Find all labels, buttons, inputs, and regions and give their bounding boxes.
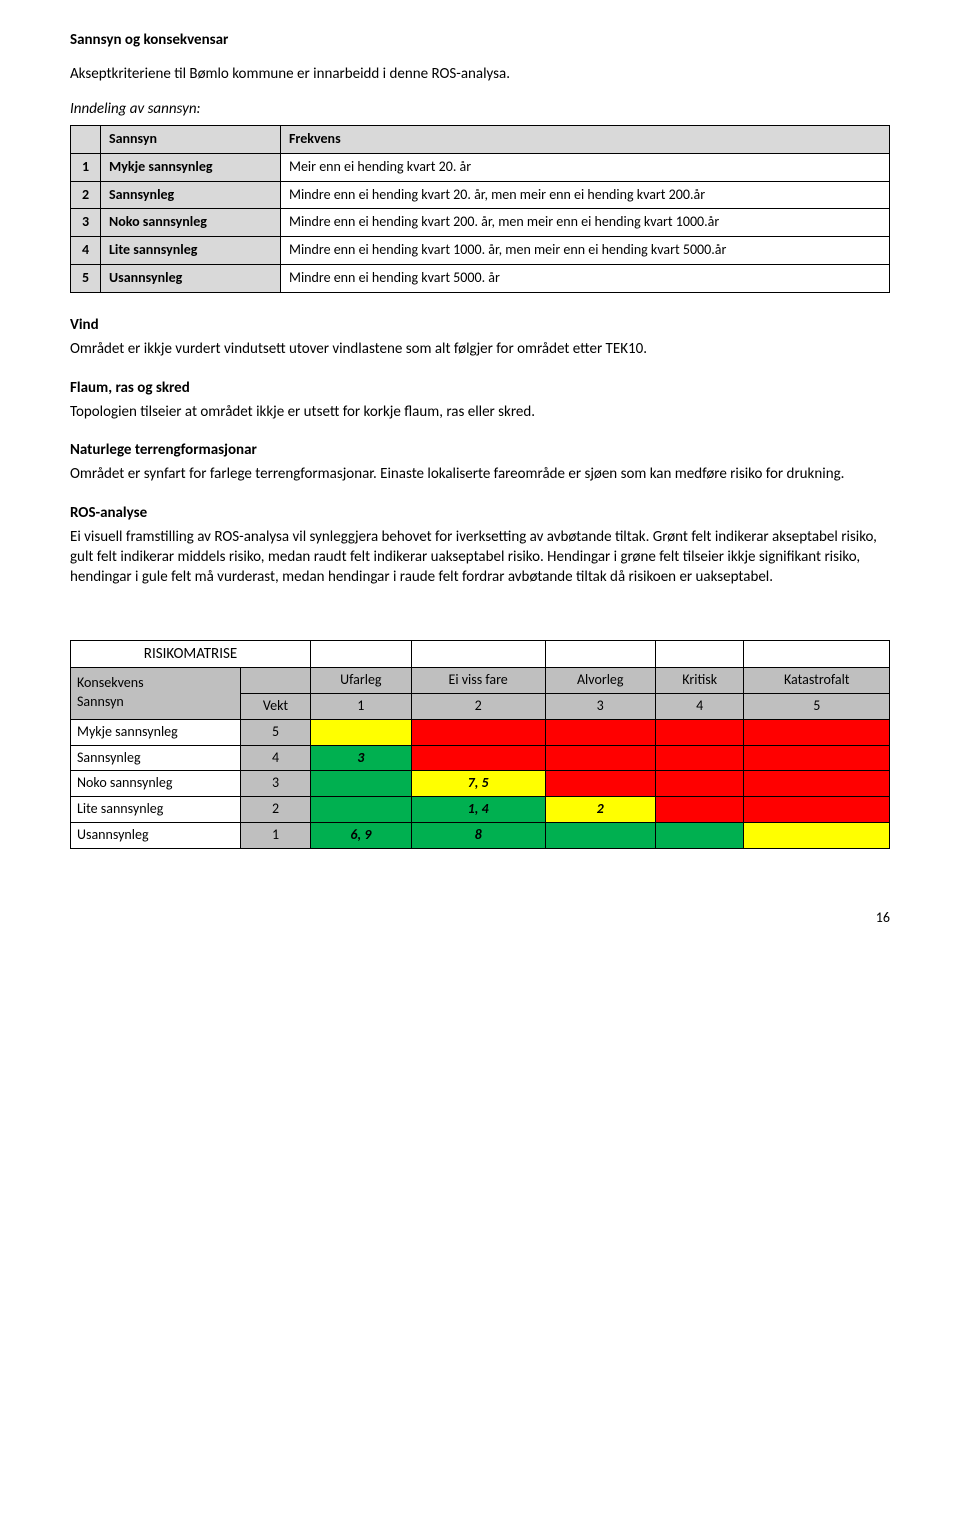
risk-title: RISIKOMATRISE xyxy=(144,645,237,663)
row-num: 5 xyxy=(71,265,101,293)
col-num: 1 xyxy=(311,693,412,719)
risk-cell xyxy=(545,719,655,745)
row-level: Noko sannsynleg xyxy=(101,209,281,237)
risk-cell: 1, 4 xyxy=(411,797,545,823)
risk-row-label: Usannsynleg xyxy=(71,823,241,849)
risk-cell xyxy=(545,771,655,797)
row-num: 1 xyxy=(71,153,101,181)
risk-row: Usannsynleg16, 98 xyxy=(71,823,890,849)
blank-cell xyxy=(241,667,311,693)
risk-row-label: Mykje sannsynleg xyxy=(71,719,241,745)
table-row: 2 Sannsynleg Mindre enn ei hending kvart… xyxy=(71,181,890,209)
risk-row-vekt: 4 xyxy=(241,745,311,771)
row-freq: Mindre enn ei hending kvart 20. år, men … xyxy=(281,181,890,209)
vind-title: Vind xyxy=(70,315,890,335)
sannsyn-label: Sannsyn xyxy=(77,693,124,710)
risk-cell xyxy=(411,719,545,745)
row-num: 4 xyxy=(71,237,101,265)
risk-cell xyxy=(311,797,412,823)
row-level: Mykje sannsynleg xyxy=(101,153,281,181)
table-row: 1 Mykje sannsynleg Meir enn ei hending k… xyxy=(71,153,890,181)
col-num: 5 xyxy=(744,693,890,719)
risk-cell xyxy=(744,771,890,797)
konsekvens-sannsyn-cell: Konsekvens Sannsyn xyxy=(71,667,241,719)
vind-body: Området er ikkje vurdert vindutsett utov… xyxy=(70,339,890,359)
risk-row-vekt: 5 xyxy=(241,719,311,745)
col-num: 3 xyxy=(545,693,655,719)
risk-cell xyxy=(655,823,744,849)
risk-cell xyxy=(655,771,744,797)
col-header: Alvorleg xyxy=(545,667,655,693)
konsekvens-label: Konsekvens xyxy=(77,674,144,691)
risk-cell xyxy=(744,745,890,771)
risk-row: Noko sannsynleg3 7, 5 xyxy=(71,771,890,797)
ros-title: ROS-analyse xyxy=(70,503,890,523)
table-row: 5 Usannsynleg Mindre enn ei hending kvar… xyxy=(71,265,890,293)
blank-cell xyxy=(545,640,655,667)
risk-cell: 3 xyxy=(311,745,412,771)
col-num: 2 xyxy=(411,693,545,719)
risk-cell xyxy=(655,797,744,823)
blank-cell xyxy=(311,640,412,667)
risk-cell xyxy=(744,823,890,849)
risk-cell xyxy=(744,719,890,745)
risk-cell xyxy=(744,797,890,823)
row-freq: Mindre enn ei hending kvart 200. år, men… xyxy=(281,209,890,237)
sannsyn-table: Sannsyn Frekvens 1 Mykje sannsynleg Meir… xyxy=(70,125,890,293)
col-header: Ufarleg xyxy=(311,667,412,693)
inndeling-label: Inndeling av sannsyn: xyxy=(70,99,890,119)
risk-cell xyxy=(655,745,744,771)
sannsyn-col-frekvens: Frekvens xyxy=(281,125,890,153)
risk-cell: 7, 5 xyxy=(411,771,545,797)
col-header: Katastrofalt xyxy=(744,667,890,693)
risk-row-vekt: 3 xyxy=(241,771,311,797)
risk-cell xyxy=(411,745,545,771)
blank-cell xyxy=(411,640,545,667)
row-num: 3 xyxy=(71,209,101,237)
risk-row: Lite sannsynleg21, 42 xyxy=(71,797,890,823)
risk-row-vekt: 2 xyxy=(241,797,311,823)
risk-row: Mykje sannsynleg5 xyxy=(71,719,890,745)
risk-row-label: Noko sannsynleg xyxy=(71,771,241,797)
flaum-body: Topologien tilseier at området ikkje er … xyxy=(70,402,890,422)
table-row: 4 Lite sannsynleg Mindre enn ei hending … xyxy=(71,237,890,265)
risk-cell: 2 xyxy=(545,797,655,823)
row-freq: Mindre enn ei hending kvart 5000. år xyxy=(281,265,890,293)
ros-body: Ei visuell framstilling av ROS-analysa v… xyxy=(70,527,890,588)
risk-cell xyxy=(311,771,412,797)
risk-row-label: Lite sannsynleg xyxy=(71,797,241,823)
page-title: Sannsyn og konsekvensar xyxy=(70,30,890,50)
page-number: 16 xyxy=(70,909,890,928)
risk-title-cell: RISIKOMATRISE xyxy=(71,640,311,667)
row-num: 2 xyxy=(71,181,101,209)
row-level: Sannsynleg xyxy=(101,181,281,209)
natur-title: Naturlege terrengformasjonar xyxy=(70,440,890,460)
blank-cell xyxy=(744,640,890,667)
flaum-title: Flaum, ras og skred xyxy=(70,378,890,398)
row-freq: Mindre enn ei hending kvart 1000. år, me… xyxy=(281,237,890,265)
col-header: Ei viss fare xyxy=(411,667,545,693)
sannsyn-col-sannsyn: Sannsyn xyxy=(101,125,281,153)
risk-matrix: RISIKOMATRISE Konsekvens Sannsyn Ufarleg… xyxy=(70,640,890,849)
sannsyn-col-blank xyxy=(71,125,101,153)
risk-cell xyxy=(311,719,412,745)
risk-cell xyxy=(545,745,655,771)
risk-cell: 6, 9 xyxy=(311,823,412,849)
row-freq: Meir enn ei hending kvart 20. år xyxy=(281,153,890,181)
natur-body: Området er synfart for farlege terrengfo… xyxy=(70,464,890,484)
col-header: Kritisk xyxy=(655,667,744,693)
table-row: 3 Noko sannsynleg Mindre enn ei hending … xyxy=(71,209,890,237)
risk-cell xyxy=(655,719,744,745)
risk-cell xyxy=(545,823,655,849)
risk-row: Sannsynleg43 xyxy=(71,745,890,771)
risk-cell: 8 xyxy=(411,823,545,849)
blank-cell xyxy=(655,640,744,667)
intro-text: Akseptkriteriene til Bømlo kommune er in… xyxy=(70,64,890,84)
row-level: Usannsynleg xyxy=(101,265,281,293)
risk-row-vekt: 1 xyxy=(241,823,311,849)
risk-row-label: Sannsynleg xyxy=(71,745,241,771)
col-num: 4 xyxy=(655,693,744,719)
vekt-label: Vekt xyxy=(241,693,311,719)
row-level: Lite sannsynleg xyxy=(101,237,281,265)
